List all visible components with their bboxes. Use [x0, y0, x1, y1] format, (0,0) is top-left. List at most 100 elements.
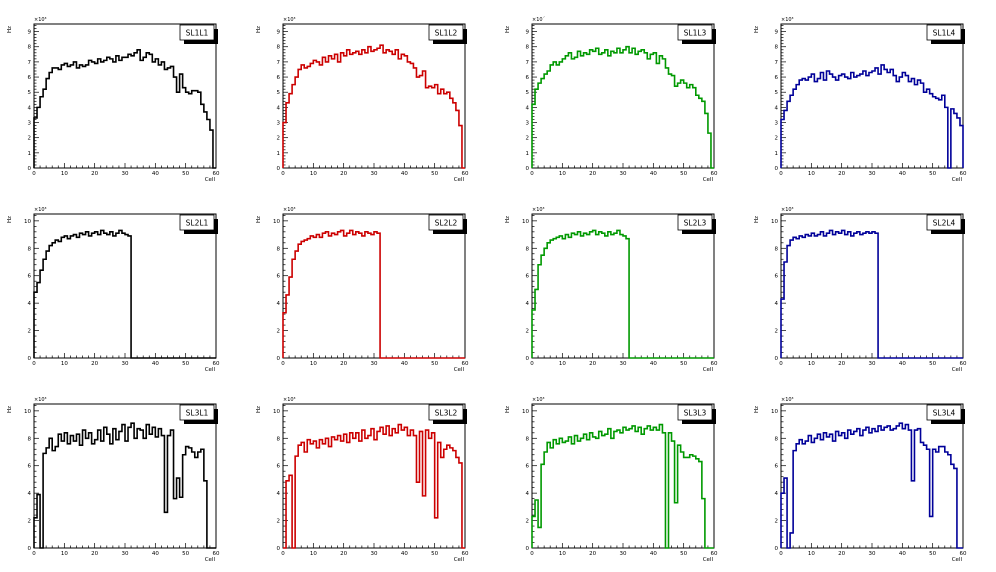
x-tick-label: 60 [711, 551, 718, 557]
y-tick-label: 5 [28, 90, 32, 96]
plot-frame [33, 23, 217, 169]
plot-frame [531, 403, 715, 549]
x-tick-label: 0 [32, 361, 36, 367]
y-tick-label: 7 [526, 60, 530, 66]
y-tick-label: 2 [28, 329, 32, 335]
y-tick-label: 1 [277, 151, 281, 157]
x-tick-label: 30 [620, 361, 627, 367]
y-tick-label: 4 [277, 105, 281, 111]
x-tick-label: 0 [779, 361, 783, 367]
x-tick-label: 0 [281, 361, 285, 367]
plot-frame [282, 23, 466, 169]
x-tick-label: 50 [929, 361, 936, 367]
x-tick-label: 60 [213, 551, 220, 557]
x-tick-label: 60 [711, 361, 718, 367]
y-tick-label: 1 [526, 151, 530, 157]
y-tick-label: 3 [775, 121, 779, 127]
y-tick-label: 6 [28, 274, 32, 280]
y-tick-label: 2 [526, 136, 530, 142]
y-axis-label: Hz [754, 26, 760, 33]
y-tick-label: 6 [775, 75, 779, 81]
y-axis-exponent: ×10³ [532, 397, 545, 403]
x-tick-label: 40 [899, 171, 906, 177]
y-tick-label: 0 [775, 546, 779, 552]
x-tick-label: 50 [431, 361, 438, 367]
x-tick-label: 40 [401, 361, 408, 367]
histogram-series-line [282, 44, 465, 169]
y-tick-label: 4 [775, 105, 779, 111]
x-tick-label: 50 [680, 361, 687, 367]
y-tick-label: 6 [775, 274, 779, 280]
y-tick-label: 4 [28, 105, 32, 111]
y-tick-label: 8 [28, 246, 32, 252]
label-box [677, 404, 713, 421]
histogram-series-line [531, 229, 714, 359]
x-tick-label: 30 [371, 171, 378, 177]
x-tick-label: 0 [281, 551, 285, 557]
y-axis-exponent: ×10³ [34, 397, 47, 403]
x-tick-label: 40 [650, 171, 657, 177]
x-tick-label: 20 [91, 551, 98, 557]
y-tick-label: 4 [526, 491, 530, 497]
y-tick-label: 2 [775, 329, 779, 335]
y-tick-label: 8 [277, 436, 281, 442]
y-tick-label: 4 [277, 301, 281, 307]
x-tick-label: 60 [462, 361, 469, 367]
label-box [179, 214, 215, 231]
y-tick-label: 8 [526, 246, 530, 252]
y-tick-label: 6 [28, 464, 32, 470]
plot-frame [531, 23, 715, 169]
x-axis-label: Cell [454, 367, 465, 373]
x-tick-label: 30 [122, 361, 129, 367]
y-tick-label: 5 [526, 90, 530, 96]
label-box [179, 404, 215, 421]
x-axis-label: Cell [703, 177, 714, 183]
x-tick-label: 0 [530, 171, 534, 177]
panel-label: SL3L2 [435, 409, 458, 418]
x-tick-label: 40 [650, 361, 657, 367]
x-tick-label: 20 [340, 551, 347, 557]
y-axis-label: Hz [256, 26, 262, 33]
y-tick-label: 0 [277, 356, 281, 362]
panel-label: SL2L3 [684, 219, 707, 228]
x-tick-label: 50 [929, 171, 936, 177]
y-tick-label: 2 [526, 519, 530, 525]
x-tick-label: 40 [152, 361, 159, 367]
y-tick-label: 3 [28, 121, 32, 127]
y-axis-label: Hz [7, 26, 13, 33]
y-tick-label: 8 [775, 246, 779, 252]
panel-label: SL3L3 [684, 409, 707, 418]
x-tick-label: 10 [310, 171, 317, 177]
y-tick-label: 6 [775, 464, 779, 470]
y-axis-exponent: ×10³ [781, 397, 794, 403]
x-tick-label: 0 [32, 171, 36, 177]
x-tick-label: 50 [929, 551, 936, 557]
x-tick-label: 0 [530, 361, 534, 367]
x-tick-label: 20 [589, 361, 596, 367]
x-tick-label: 20 [589, 171, 596, 177]
panel-label: SL3L1 [186, 409, 209, 418]
y-axis-label: Hz [7, 406, 13, 413]
x-tick-label: 50 [431, 551, 438, 557]
y-tick-label: 4 [28, 491, 32, 497]
x-tick-label: 20 [589, 551, 596, 557]
y-tick-label: 9 [28, 30, 32, 36]
x-tick-label: 40 [152, 171, 159, 177]
panel-label: SL2L4 [933, 219, 956, 228]
x-tick-label: 60 [711, 171, 718, 177]
x-tick-label: 10 [61, 171, 68, 177]
x-tick-label: 0 [530, 551, 534, 557]
y-tick-label: 10 [522, 409, 529, 415]
y-tick-label: 6 [526, 464, 530, 470]
y-tick-label: 4 [775, 491, 779, 497]
panel-label: SL1L4 [933, 29, 956, 38]
x-tick-label: 10 [310, 361, 317, 367]
x-tick-label: 40 [650, 551, 657, 557]
